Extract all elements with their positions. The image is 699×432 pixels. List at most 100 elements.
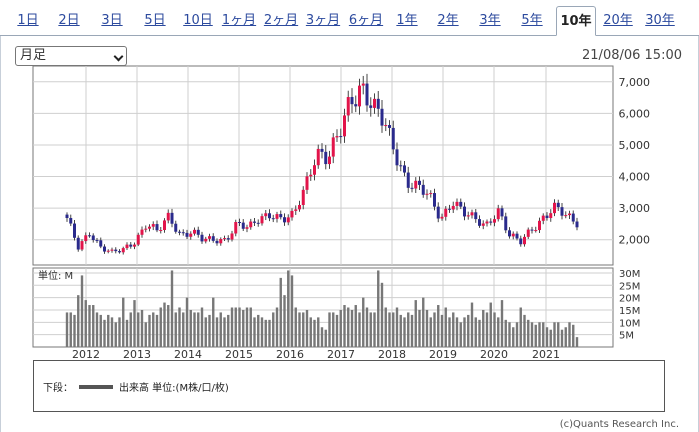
volume-bar xyxy=(455,317,459,347)
candle-down-body xyxy=(103,246,106,252)
candle-down-body xyxy=(95,240,99,242)
tab-2日[interactable]: 2日 xyxy=(58,13,80,28)
volume-bar xyxy=(377,270,380,347)
volume-bar xyxy=(512,327,515,347)
volume-bar xyxy=(448,317,451,347)
candle-down-body xyxy=(504,216,508,231)
volume-bar xyxy=(568,322,571,347)
volume-bar xyxy=(133,300,136,347)
volume-bar xyxy=(358,312,361,347)
candle-up-body xyxy=(290,210,294,218)
legend-prefix: 下段： xyxy=(43,383,73,394)
candle-down-body xyxy=(200,234,204,242)
candle-down-body xyxy=(448,208,451,210)
candle-up-body xyxy=(223,238,226,240)
tab-3ヶ月[interactable]: 3ヶ月 xyxy=(305,13,341,28)
volume-bar xyxy=(452,312,455,347)
tab-5年[interactable]: 5年 xyxy=(521,13,543,28)
tab-1年[interactable]: 1年 xyxy=(396,13,418,28)
volume-bar xyxy=(542,322,545,347)
volume-bar xyxy=(230,307,234,347)
candle-down-body xyxy=(238,222,241,224)
candle-down-body xyxy=(459,201,463,207)
candle-up-body xyxy=(305,176,309,190)
candle-down-body xyxy=(268,213,271,219)
volume-bar xyxy=(407,312,410,347)
volume-bar xyxy=(425,309,429,347)
volume-bar xyxy=(493,312,496,347)
volume-bar xyxy=(422,297,425,347)
tab-2年[interactable]: 2年 xyxy=(437,13,459,28)
volume-bar xyxy=(474,317,477,347)
candle-down-body xyxy=(324,151,328,165)
candle-up-body xyxy=(286,217,290,223)
candle-up-body xyxy=(151,224,155,227)
tab-20年[interactable]: 20年 xyxy=(603,13,633,28)
candle-up-body xyxy=(309,174,313,177)
volume-bar xyxy=(279,277,282,347)
volume-bar xyxy=(440,314,444,347)
volume-bar xyxy=(257,314,260,347)
tab-10年[interactable]: 10年 xyxy=(556,6,596,36)
candle-down-body xyxy=(118,251,121,253)
volume-bar xyxy=(354,305,357,347)
volume-bar xyxy=(140,309,144,347)
volume-bar xyxy=(470,302,474,347)
volume-bar xyxy=(467,314,470,347)
candle-down-body xyxy=(76,237,80,250)
candle-up-body xyxy=(204,238,208,242)
volume-bar xyxy=(549,329,552,347)
volume-bar xyxy=(564,327,567,347)
tab-1ヶ月[interactable]: 1ヶ月 xyxy=(221,13,257,28)
candle-up-body xyxy=(208,236,211,239)
candle-down-body xyxy=(474,212,478,220)
candle-up-body xyxy=(121,248,125,253)
tab-30年[interactable]: 30年 xyxy=(645,13,675,28)
volume-bar xyxy=(437,305,440,347)
volume-bar xyxy=(324,329,327,347)
volume-bar xyxy=(144,322,147,347)
volume-bar xyxy=(152,312,155,347)
candle-down-body xyxy=(129,244,133,247)
candle-down-body xyxy=(279,214,283,218)
volume-bar xyxy=(122,297,125,347)
volume-bar xyxy=(534,324,537,347)
candle-up-body xyxy=(136,234,140,245)
candle-down-body xyxy=(380,108,384,126)
candle-up-body xyxy=(485,221,489,224)
tab-5日[interactable]: 5日 xyxy=(144,13,166,28)
volume-bar xyxy=(519,307,522,347)
tab-10日[interactable]: 10日 xyxy=(183,13,213,28)
volume-bar xyxy=(242,309,245,347)
candle-down-body xyxy=(403,165,406,173)
candle-down-body xyxy=(421,184,425,195)
tab-3日[interactable]: 3日 xyxy=(101,13,123,28)
candle-down-body xyxy=(178,231,181,233)
volume-bar xyxy=(504,319,507,347)
candle-down-body xyxy=(369,105,373,108)
candle-down-body xyxy=(388,125,391,128)
volume-bar xyxy=(523,314,526,347)
volume-bar xyxy=(429,317,432,347)
candle-down-body xyxy=(410,187,414,189)
tab-2ヶ月[interactable]: 2ヶ月 xyxy=(263,13,299,28)
tab-3年[interactable]: 3年 xyxy=(479,13,501,28)
candle-up-body xyxy=(275,214,279,219)
volume-bar xyxy=(515,322,519,347)
candle-down-body xyxy=(571,213,575,222)
tab-6ヶ月[interactable]: 6ヶ月 xyxy=(348,13,384,28)
candle-up-body xyxy=(384,125,388,127)
volume-bar xyxy=(238,307,241,347)
candle-up-body xyxy=(549,213,553,219)
volume-bar xyxy=(189,309,192,347)
volume-bar xyxy=(362,297,365,347)
volume-bar xyxy=(497,317,500,347)
tab-1日[interactable]: 1日 xyxy=(17,13,39,28)
candle-down-body xyxy=(271,218,275,220)
candle-up-body xyxy=(493,219,496,223)
candle-down-body xyxy=(433,193,436,207)
candle-up-body xyxy=(346,97,350,116)
candle-down-body xyxy=(215,240,219,244)
volume-bar xyxy=(287,270,290,347)
candle-down-body xyxy=(418,180,421,185)
